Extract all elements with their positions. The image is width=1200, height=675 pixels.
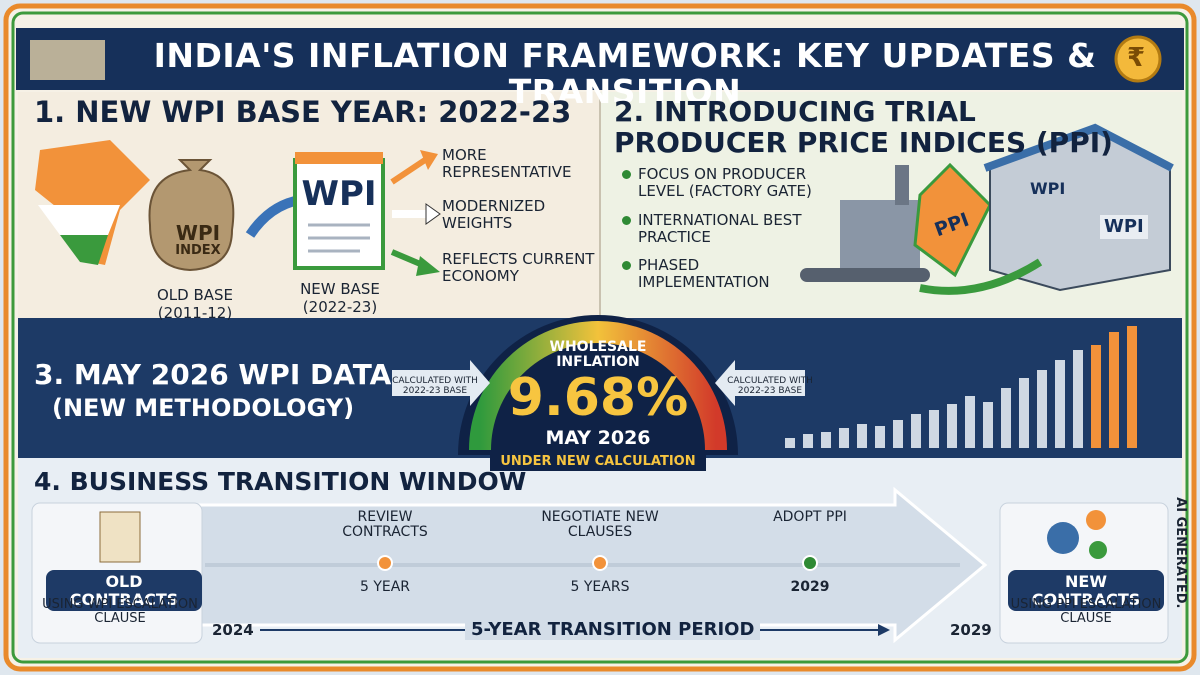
old-years: (2011-12) bbox=[157, 304, 233, 322]
section-title: 3. MAY 2026 WPI DATA bbox=[34, 358, 392, 391]
note: CALCULATED WITH 2022-23 BASE bbox=[727, 376, 813, 396]
old-contracts: OLD CONTRACTS bbox=[46, 570, 202, 612]
section-title: 1. NEW WPI BASE YEAR: 2022-23 bbox=[34, 95, 572, 129]
milestone-time: 5 YEARS bbox=[570, 579, 630, 595]
bullet: FOCUS ON PRODUCER LEVEL (FACTORY GATE) bbox=[622, 166, 838, 199]
end-year: 2029 bbox=[950, 621, 992, 639]
bullet: INTERNATIONAL BEST PRACTICE bbox=[622, 212, 838, 245]
bullet: PHASED IMPLEMENTATION bbox=[622, 257, 788, 290]
watermark: AI GENERATED. bbox=[1173, 497, 1189, 609]
milestone-label: NEGOTIATE NEW CLAUSES bbox=[541, 509, 659, 541]
new-contracts: NEW CONTRACTS bbox=[1008, 570, 1164, 612]
section-subtitle: (NEW METHODOLOGY) bbox=[52, 394, 355, 422]
new-base: NEW BASE bbox=[300, 280, 380, 298]
section-title: 2. INTRODUCING TRIAL PRODUCER PRICE INDI… bbox=[614, 95, 1113, 159]
coin-symbol: ₹ bbox=[1127, 43, 1146, 73]
period-label: 5-YEAR TRANSITION PERIOD bbox=[465, 620, 761, 640]
new-desc: USING PPI ESCALATION CLAUSE bbox=[1010, 597, 1162, 627]
gauge-value: 9.68% bbox=[507, 368, 689, 428]
point: MORE REPRESENTATIVE bbox=[442, 146, 572, 181]
gauge-note: UNDER NEW CALCULATION bbox=[490, 453, 706, 472]
gauge-label: WHOLESALE INFLATION bbox=[549, 339, 647, 371]
doc-label: WPI bbox=[301, 174, 377, 214]
milestone-time: 2029 bbox=[790, 579, 830, 595]
section-title: 4. BUSINESS TRANSITION WINDOW bbox=[34, 467, 527, 496]
milestone-label: REVIEW CONTRACTS bbox=[342, 509, 428, 541]
warehouse-label: WPI bbox=[1100, 215, 1148, 239]
header-title: INDIA'S INFLATION FRAMEWORK: KEY UPDATES… bbox=[153, 36, 1097, 112]
start-year: 2024 bbox=[212, 621, 254, 639]
old-base: OLD BASE bbox=[156, 286, 234, 304]
point: REFLECTS CURRENT ECONOMY bbox=[442, 250, 595, 285]
new-years: (2022-23) bbox=[302, 298, 378, 316]
note: CALCULATED WITH 2022-23 BASE bbox=[392, 376, 478, 396]
point: MODERNIZED WEIGHTS bbox=[442, 197, 546, 232]
bag-label: WPI bbox=[175, 221, 221, 245]
bag-label: INDEX bbox=[175, 243, 221, 258]
old-desc: USING WPI ESCALATION CLAUSE bbox=[42, 597, 198, 627]
milestone-label: ADOPT PPI bbox=[773, 509, 847, 525]
milestone-time: 5 YEAR bbox=[359, 579, 411, 595]
warehouse-label: WPI bbox=[1030, 179, 1066, 198]
gauge-date: MAY 2026 bbox=[545, 427, 651, 449]
